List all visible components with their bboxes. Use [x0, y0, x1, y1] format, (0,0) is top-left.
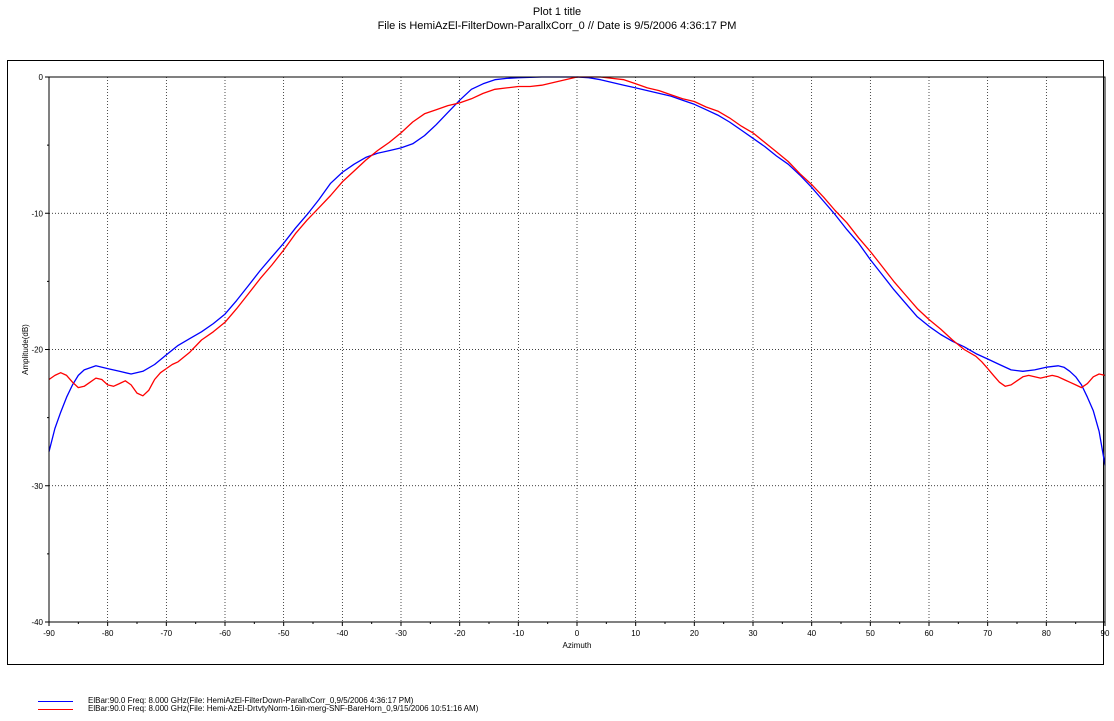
legend-label: ElBar:90.0 Freq: 8.000 GHz(File: Hemi-Az…: [88, 704, 479, 713]
x-tick-label: 30: [749, 629, 758, 638]
x-tick-label: 70: [983, 629, 992, 638]
y-tick-label: -30: [31, 482, 43, 491]
chart-subtitle: File is HemiAzEl-FilterDown-ParallxCorr_…: [377, 20, 737, 32]
x-tick-label: -60: [219, 629, 231, 638]
legend-swatch-blue: [38, 700, 73, 702]
x-tick-label: -90: [43, 629, 55, 638]
x-tick-label: 0: [575, 629, 580, 638]
x-tick-label: 80: [1042, 629, 1051, 638]
x-axis-label: Azimuth: [563, 641, 592, 650]
y-axis-label: Amplitude(dB): [21, 324, 30, 375]
y-tick-label: 0: [39, 73, 44, 82]
legend-swatch-red: [38, 708, 73, 710]
y-tick-label: -40: [31, 618, 43, 627]
y-tick-label: -20: [31, 346, 43, 355]
x-tick-label: 10: [631, 629, 640, 638]
x-tick-label: -20: [454, 629, 466, 638]
legend-label: ElBar:90.0 Freq: 8.000 GHz(File: HemiAzE…: [88, 696, 414, 705]
x-tick-label: 20: [690, 629, 699, 638]
x-tick-label: 50: [866, 629, 875, 638]
y-tick-label: -10: [31, 209, 43, 218]
x-tick-label: -30: [395, 629, 407, 638]
x-tick-label: -50: [278, 629, 290, 638]
plot-frame: [7, 60, 1104, 665]
legend-item: ElBar:90.0 Freq: 8.000 GHz(File: Hemi-Az…: [38, 705, 478, 713]
x-tick-label: 40: [807, 629, 816, 638]
chart-header: Plot 1 title File is HemiAzEl-FilterDown…: [0, 5, 1114, 33]
x-tick-label: -10: [513, 629, 525, 638]
grid: [49, 77, 1105, 622]
axis-ticks: -90 -80 -70 -60 -50 -40 -30 -20 -10 0 10 20 30 40 50 60…: [31, 73, 1110, 638]
chart-title: Plot 1 title: [532, 6, 582, 18]
legend-item: ElBar:90.0 Freq: 8.000 GHz(File: HemiAzE…: [38, 697, 478, 705]
legend: ElBar:90.0 Freq: 8.000 GHz(File: HemiAzE…: [38, 697, 478, 713]
x-tick-label: 90: [1101, 629, 1110, 638]
x-tick-label: 60: [925, 629, 934, 638]
x-tick-label: -40: [337, 629, 349, 638]
x-tick-label: -80: [102, 629, 114, 638]
x-tick-label: -70: [161, 629, 173, 638]
